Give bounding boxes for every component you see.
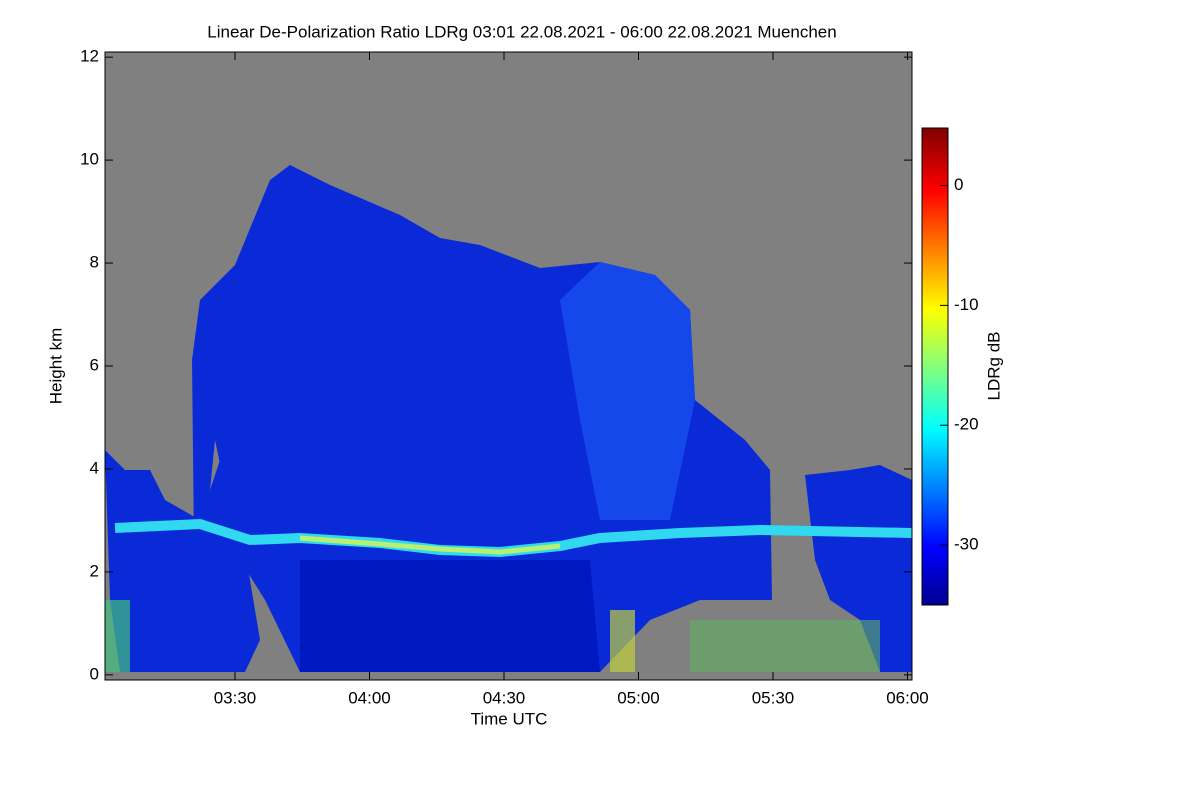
y-tick-label: 2: [90, 561, 99, 580]
lidar-field: [105, 165, 912, 672]
boundary-layer-band: [299, 535, 561, 555]
x-tick-label: 05:30: [752, 688, 795, 707]
colorbar-tick-label: 0: [954, 175, 963, 194]
cloud-region: [300, 560, 600, 672]
colorbar-tick-label: -10: [954, 295, 979, 314]
y-axis-label: Height km: [46, 328, 65, 405]
y-tick-label: 12: [80, 47, 99, 66]
y-tick-label: 0: [90, 664, 99, 683]
cloud-region: [805, 465, 912, 672]
x-tick-label: 04:30: [483, 688, 526, 707]
y-tick-label: 6: [90, 355, 99, 374]
noise-region: [690, 620, 880, 672]
cloud-region: [105, 430, 260, 672]
y-tick-label: 10: [80, 150, 99, 169]
colorbar-label: LDRg dB: [984, 332, 1003, 401]
x-tick-label: 03:30: [214, 688, 257, 707]
cloud-region: [560, 262, 695, 520]
x-tick-label: 04:00: [348, 688, 391, 707]
colorbar: [921, 127, 949, 606]
noise-region: [105, 600, 130, 672]
colorbar-tick-label: -30: [954, 535, 979, 554]
y-tick-label: 8: [90, 253, 99, 272]
y-tick-label: 4: [90, 458, 99, 477]
noise-region: [610, 610, 635, 672]
x-tick-label: 05:00: [617, 688, 660, 707]
colorbar-tick-label: -20: [954, 415, 979, 434]
x-axis-label: Time UTC: [471, 709, 548, 728]
chart-title: Linear De-Polarization Ratio LDRg 03:01 …: [207, 22, 836, 41]
x-tick-label: 06:00: [886, 688, 929, 707]
